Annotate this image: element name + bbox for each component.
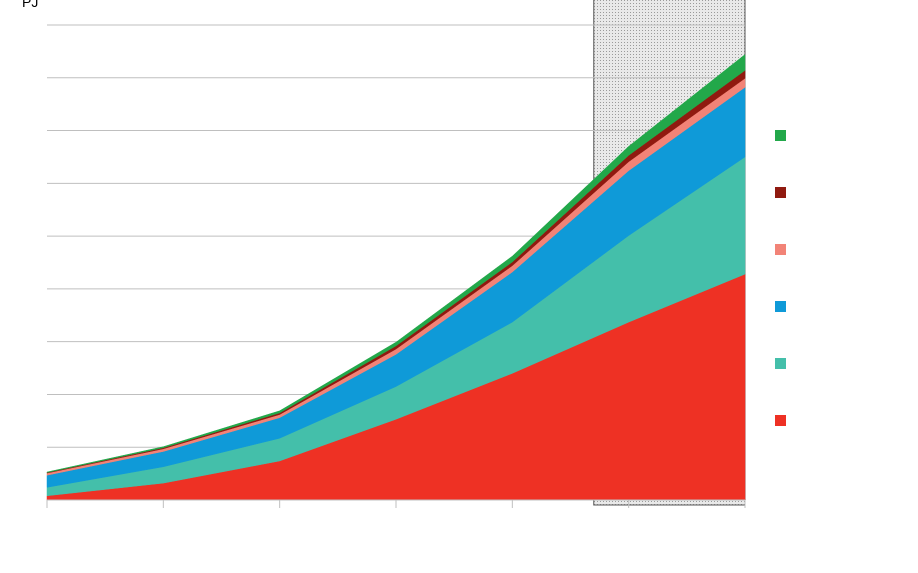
legend-swatch-3 [775,301,786,312]
legend-swatch-4 [775,244,786,255]
legend-swatch-5 [775,187,786,198]
legend-swatch-2 [775,358,786,369]
y-unit-label: PJ [22,0,39,10]
legend [775,130,786,426]
area-series-6 [46,54,746,473]
x-axis [46,499,746,508]
legend-swatch-6 [775,130,786,141]
legend-swatch-1 [775,415,786,426]
